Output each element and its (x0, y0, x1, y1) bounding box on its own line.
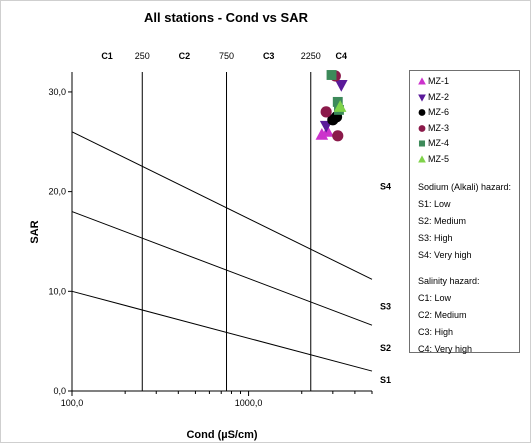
salinity-class-label: 2250 (301, 51, 321, 61)
legend-label: MZ-4 (428, 138, 449, 148)
legend-label: MZ-6 (428, 107, 449, 117)
sodium-class-label: S4 (380, 182, 391, 192)
legend-label: MZ-1 (428, 76, 449, 86)
salinity-class-label: 250 (135, 51, 150, 61)
legend-entry: MZ-4 (410, 136, 519, 151)
legend-marker (418, 140, 426, 147)
legend-marker-icon (418, 124, 426, 132)
legend-marker-icon (418, 93, 426, 102)
legend-sodium-title: Sodium (Alkali) hazard: (418, 182, 512, 192)
data-point (332, 130, 344, 142)
legend-marker-icon (418, 140, 426, 147)
sodium-hazard-line (71, 211, 373, 326)
sodium-class-label: S1 (380, 375, 391, 385)
data-point (321, 125, 334, 137)
legend-entry: MZ-5 (410, 152, 519, 167)
legend-marker (418, 93, 426, 102)
sodium-hazard-line (71, 290, 373, 372)
sodium-class-label: S2 (380, 343, 391, 353)
data-point (315, 128, 329, 140)
legend-marker (418, 109, 426, 116)
legend-label: MZ-3 (428, 122, 449, 133)
legend: MZ-1 MZ-2 MZ-6 MZ-3 MZ-4 MZ-5 Sodium (Alkali)… (409, 70, 520, 354)
salinity-class-label: C3 (263, 51, 275, 61)
plot-area: 0,0 10,0 20,0 30,0 100,0 1000,0 C1 250 C2 750 C3 22… (48, 51, 391, 408)
legend-salinity-item: C3: High (418, 327, 454, 337)
y-axis-label: SAR (29, 220, 41, 243)
legend-marker-icon (418, 154, 426, 163)
legend-entry: MZ-1 (410, 74, 519, 89)
data-point (333, 100, 347, 112)
legend-salinity-item: C1: Low (418, 293, 452, 303)
salinity-class-label: C2 (179, 51, 191, 61)
salinity-class-label: C1 (101, 51, 113, 61)
data-point (332, 96, 343, 107)
salinity-class-label: 750 (219, 51, 234, 61)
x-axis-label: Cond (µS/cm) (186, 429, 257, 441)
sodium-class-label: S3 (380, 301, 391, 311)
legend-marker (418, 154, 426, 163)
x-tick-label: 100,0 (61, 398, 84, 408)
legend-sodium-item: S4: Very high (418, 250, 472, 260)
legend-marker (418, 77, 426, 85)
data-point (320, 106, 332, 118)
data-point (334, 80, 348, 92)
legend-sodium-item: S3: High (418, 233, 453, 243)
legend-sodium-item: S2: Medium (418, 216, 467, 226)
legend-salinity-item: C2: Medium (418, 310, 467, 320)
legend-marker (418, 124, 426, 132)
legend-marker-icon (418, 109, 426, 116)
legend-entry: MZ-3 (410, 121, 519, 136)
legend-salinity-item: C4: Very high (418, 344, 473, 354)
legend-entry: MZ-6 (410, 105, 519, 120)
legend-entry: MZ-2 (410, 90, 519, 105)
legend-marker-icon (418, 77, 426, 85)
y-tick-label: 20,0 (48, 187, 66, 197)
data-point (326, 70, 337, 80)
legend-salinity-title: Salinity hazard: (418, 276, 480, 286)
y-tick-label: 10,0 (48, 286, 66, 296)
legend-label: MZ-5 (428, 153, 449, 164)
sodium-hazard-line (71, 131, 373, 280)
chart-title: All stations - Cond vs SAR (144, 10, 309, 25)
legend-label: MZ-2 (428, 91, 449, 102)
salinity-class-label: C4 (336, 51, 348, 61)
x-tick-label: 1000,0 (235, 398, 263, 408)
legend-sodium-item: S1: Low (418, 199, 451, 209)
y-tick-label: 30,0 (48, 87, 66, 97)
y-tick-label: 0,0 (53, 386, 66, 396)
